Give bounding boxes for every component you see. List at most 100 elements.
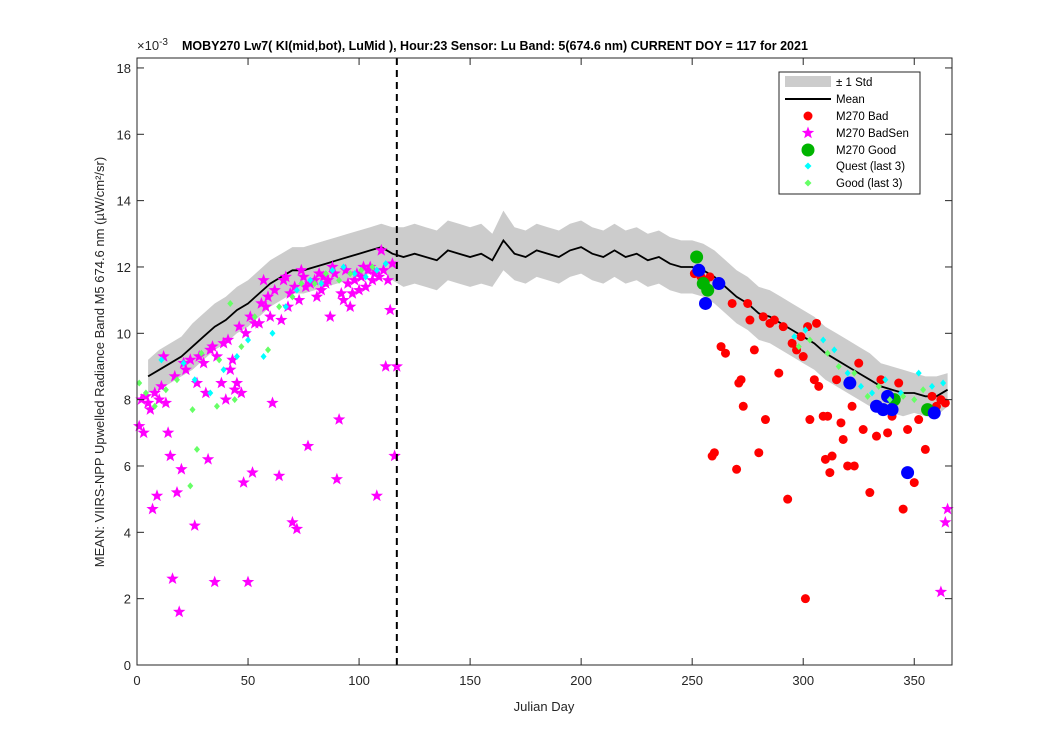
m270-badsen-point xyxy=(310,290,324,303)
quest-last-3-point xyxy=(844,369,851,377)
m270-bad-point xyxy=(812,318,822,328)
blue-point xyxy=(692,263,706,277)
m270-good-point xyxy=(701,283,715,297)
m270-bad-point xyxy=(796,332,806,342)
m270-badsen-point xyxy=(155,379,168,392)
m270-badsen-point xyxy=(173,605,186,618)
m270-badsen-point xyxy=(390,360,403,372)
m270-bad-point xyxy=(805,415,815,425)
m270-bad-point xyxy=(858,424,868,434)
m270-badsen-point xyxy=(255,297,268,309)
m270-badsen-point xyxy=(344,300,357,312)
m270-badsen-point xyxy=(326,260,339,273)
m270-bad-point xyxy=(738,401,748,411)
mean-line xyxy=(147,238,949,398)
m270-bad-point xyxy=(720,348,730,358)
good-last-3-point xyxy=(851,369,858,377)
good-last-3-point xyxy=(238,343,245,351)
m270-bad-point xyxy=(883,428,893,438)
m270-badsen-point xyxy=(141,396,155,409)
m270-badsen-point xyxy=(317,270,330,283)
m270-bad-point xyxy=(745,315,755,325)
m270-bad-point xyxy=(898,504,908,514)
m270-badsen-point xyxy=(157,350,170,362)
m270-badsen-point xyxy=(934,585,948,598)
m270-good-point xyxy=(690,250,704,264)
m270-badsen-point xyxy=(355,270,368,283)
legend-star-shape xyxy=(801,126,815,139)
m270-badsen-point xyxy=(261,290,275,303)
m270-badsen-point xyxy=(219,393,232,405)
m270-bad-point xyxy=(800,594,810,604)
quest-last-3-point xyxy=(882,376,889,384)
quest-last-3-point xyxy=(340,263,347,271)
m270-bad-point xyxy=(838,434,848,444)
m270-bad-point xyxy=(854,358,864,368)
x-tick-label: 100 xyxy=(348,673,370,688)
m270-badsen-point xyxy=(197,356,210,369)
quest-last-3-point xyxy=(373,266,380,274)
quest-last-3-point xyxy=(220,366,227,374)
m270-bad-point xyxy=(754,448,764,458)
m270-badsen-point xyxy=(210,350,224,362)
m270-badsen-point xyxy=(170,486,184,498)
m270-bad-point xyxy=(903,424,913,434)
x-axis-title: Julian Day xyxy=(514,699,575,714)
good-last-3-point xyxy=(298,280,305,288)
m270-badsen-point xyxy=(257,273,270,286)
quest-last-3-point xyxy=(180,359,187,367)
m270-badsen-point xyxy=(175,462,188,475)
m270-badsen-point xyxy=(244,310,257,322)
quest-last-3-point xyxy=(158,356,165,364)
y-axis: 0 2 4 6 8 10 12 14 16 18 xyxy=(117,61,952,673)
good-last-3-point xyxy=(336,276,343,284)
good-last-3-point xyxy=(213,402,220,410)
m270-badsen-point xyxy=(375,243,388,256)
legend-good-swatch xyxy=(801,143,815,157)
m270-bad-point xyxy=(727,298,737,308)
m270-badsen-point xyxy=(190,376,204,389)
m270-bad-point xyxy=(732,464,742,474)
m270-badsen-point xyxy=(301,439,315,452)
quest-last-3-point xyxy=(831,346,838,354)
mean-line-layer xyxy=(147,238,949,398)
m270-badsen-point xyxy=(135,393,148,405)
m270-badsen-point xyxy=(279,270,292,283)
m270-badsen-point xyxy=(228,383,241,395)
m270-badsen-point xyxy=(388,449,401,462)
m270-badsen-point xyxy=(384,303,397,316)
m270-badsen-point xyxy=(241,575,255,588)
m270-bad-point xyxy=(769,315,779,325)
y-tick-label: 12 xyxy=(117,260,131,275)
m270-bad-point xyxy=(809,375,819,385)
good-last-3-point xyxy=(151,402,158,410)
good-last-3-point xyxy=(347,270,354,278)
m270-bad-point xyxy=(743,298,753,308)
good-last-3-point xyxy=(369,263,376,271)
m270-bad-point xyxy=(749,345,759,355)
good-last-3-point xyxy=(198,349,205,357)
m270-badsen-point xyxy=(337,293,350,306)
quest-last-3-point xyxy=(820,336,827,344)
m270-bad-point xyxy=(778,322,788,332)
y-axis-title: MEAN: VIIRS-NPP Upwelled Radiance Band M… xyxy=(92,157,107,567)
x-tick-label: 350 xyxy=(903,673,925,688)
blue-point xyxy=(901,466,915,480)
m270-badsen-point xyxy=(206,340,219,352)
good-last-3-point xyxy=(216,356,223,364)
m270-badsen-point xyxy=(268,283,281,296)
m270-badsen-point xyxy=(359,280,372,293)
quest-last-3-point xyxy=(869,389,876,397)
m270-bad-point xyxy=(709,448,719,458)
m270-badsen-point xyxy=(184,353,197,366)
blue-point xyxy=(712,277,726,291)
m270-badsen-point xyxy=(144,403,157,415)
m270-badsen-point xyxy=(146,502,159,515)
m270-badsen-point xyxy=(208,575,221,588)
m270-badsen-point xyxy=(275,313,288,326)
m270-badsen-point xyxy=(199,386,212,399)
m270-badsen-point xyxy=(246,466,259,478)
m270-badsen-point xyxy=(939,515,952,528)
good-last-3-point xyxy=(227,299,234,307)
m270-badsen-point xyxy=(315,283,328,296)
